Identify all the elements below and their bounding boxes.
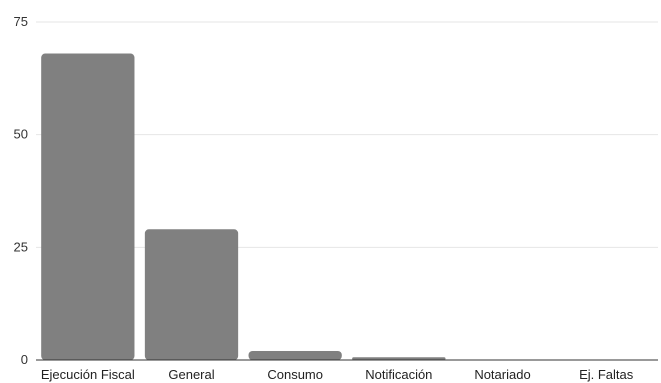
- x-tick-label: Notariado: [474, 367, 530, 382]
- bar: [144, 229, 239, 360]
- x-tick-label: Consumo: [267, 367, 323, 382]
- bar: [248, 350, 342, 360]
- bars: [41, 53, 653, 361]
- bar: [41, 53, 135, 361]
- x-tick-label: Ej. Faltas: [579, 367, 634, 382]
- x-tick-label: General: [168, 367, 214, 382]
- x-tick-label: Ejecución Fiscal: [41, 367, 135, 382]
- y-tick-label: 50: [14, 127, 28, 142]
- gridlines: [36, 21, 658, 248]
- x-axis-labels: Ejecución Fiscal General Consumo Notificaci…: [41, 367, 634, 382]
- y-tick-label: 25: [14, 239, 28, 254]
- y-axis-ticks: 0 25 50 75: [14, 14, 28, 367]
- bar: [352, 357, 446, 360]
- y-tick-label: 75: [14, 14, 28, 29]
- y-tick-label: 0: [21, 352, 28, 367]
- x-tick-label: Notificación: [365, 367, 432, 382]
